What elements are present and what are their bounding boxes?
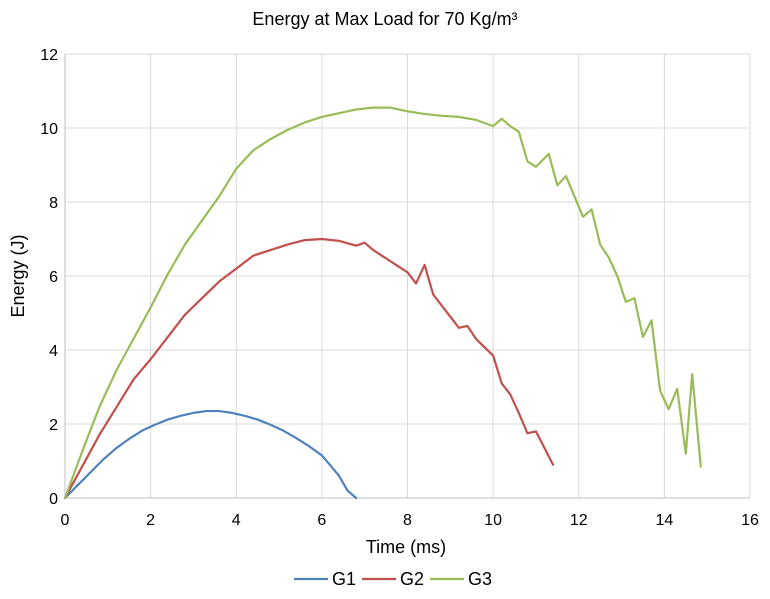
legend-label-g1: G1 xyxy=(332,569,356,589)
axis-layer: 0 2 4 6 8 10 12 14 16 0 2 4 6 8 10 12 xyxy=(40,47,759,529)
y-tick-label: 12 xyxy=(40,47,58,64)
y-tick-label: 4 xyxy=(49,343,58,360)
x-tick-label: 14 xyxy=(655,512,673,529)
y-tick-label: 8 xyxy=(49,195,58,212)
legend-label-g3: G3 xyxy=(468,569,492,589)
series-layer xyxy=(63,106,702,500)
y-tick-label: 0 xyxy=(49,491,58,508)
x-tick-label: 10 xyxy=(484,512,502,529)
x-tick-label: 6 xyxy=(317,512,326,529)
grid-layer xyxy=(64,53,751,499)
series-line-g3 xyxy=(63,106,702,500)
x-tick-label: 12 xyxy=(570,512,588,529)
y-axis-label: Energy (J) xyxy=(8,234,28,317)
y-tick-label: 2 xyxy=(49,417,58,434)
x-tick-label: 8 xyxy=(403,512,412,529)
legend-label-g2: G2 xyxy=(400,569,424,589)
y-tick-label: 6 xyxy=(49,269,58,286)
x-tick-label: 16 xyxy=(741,512,759,529)
x-axis-label: Time (ms) xyxy=(366,537,446,557)
x-tick-label: 2 xyxy=(146,512,155,529)
series-line-g2 xyxy=(63,237,555,500)
y-tick-label: 10 xyxy=(40,121,58,138)
series-line-g1 xyxy=(63,409,358,500)
legend: G1 G2 G3 xyxy=(294,569,492,589)
x-tick-label: 0 xyxy=(61,512,70,529)
x-tick-label: 4 xyxy=(232,512,241,529)
chart-title: Energy at Max Load for 70 Kg/m³ xyxy=(252,9,517,29)
